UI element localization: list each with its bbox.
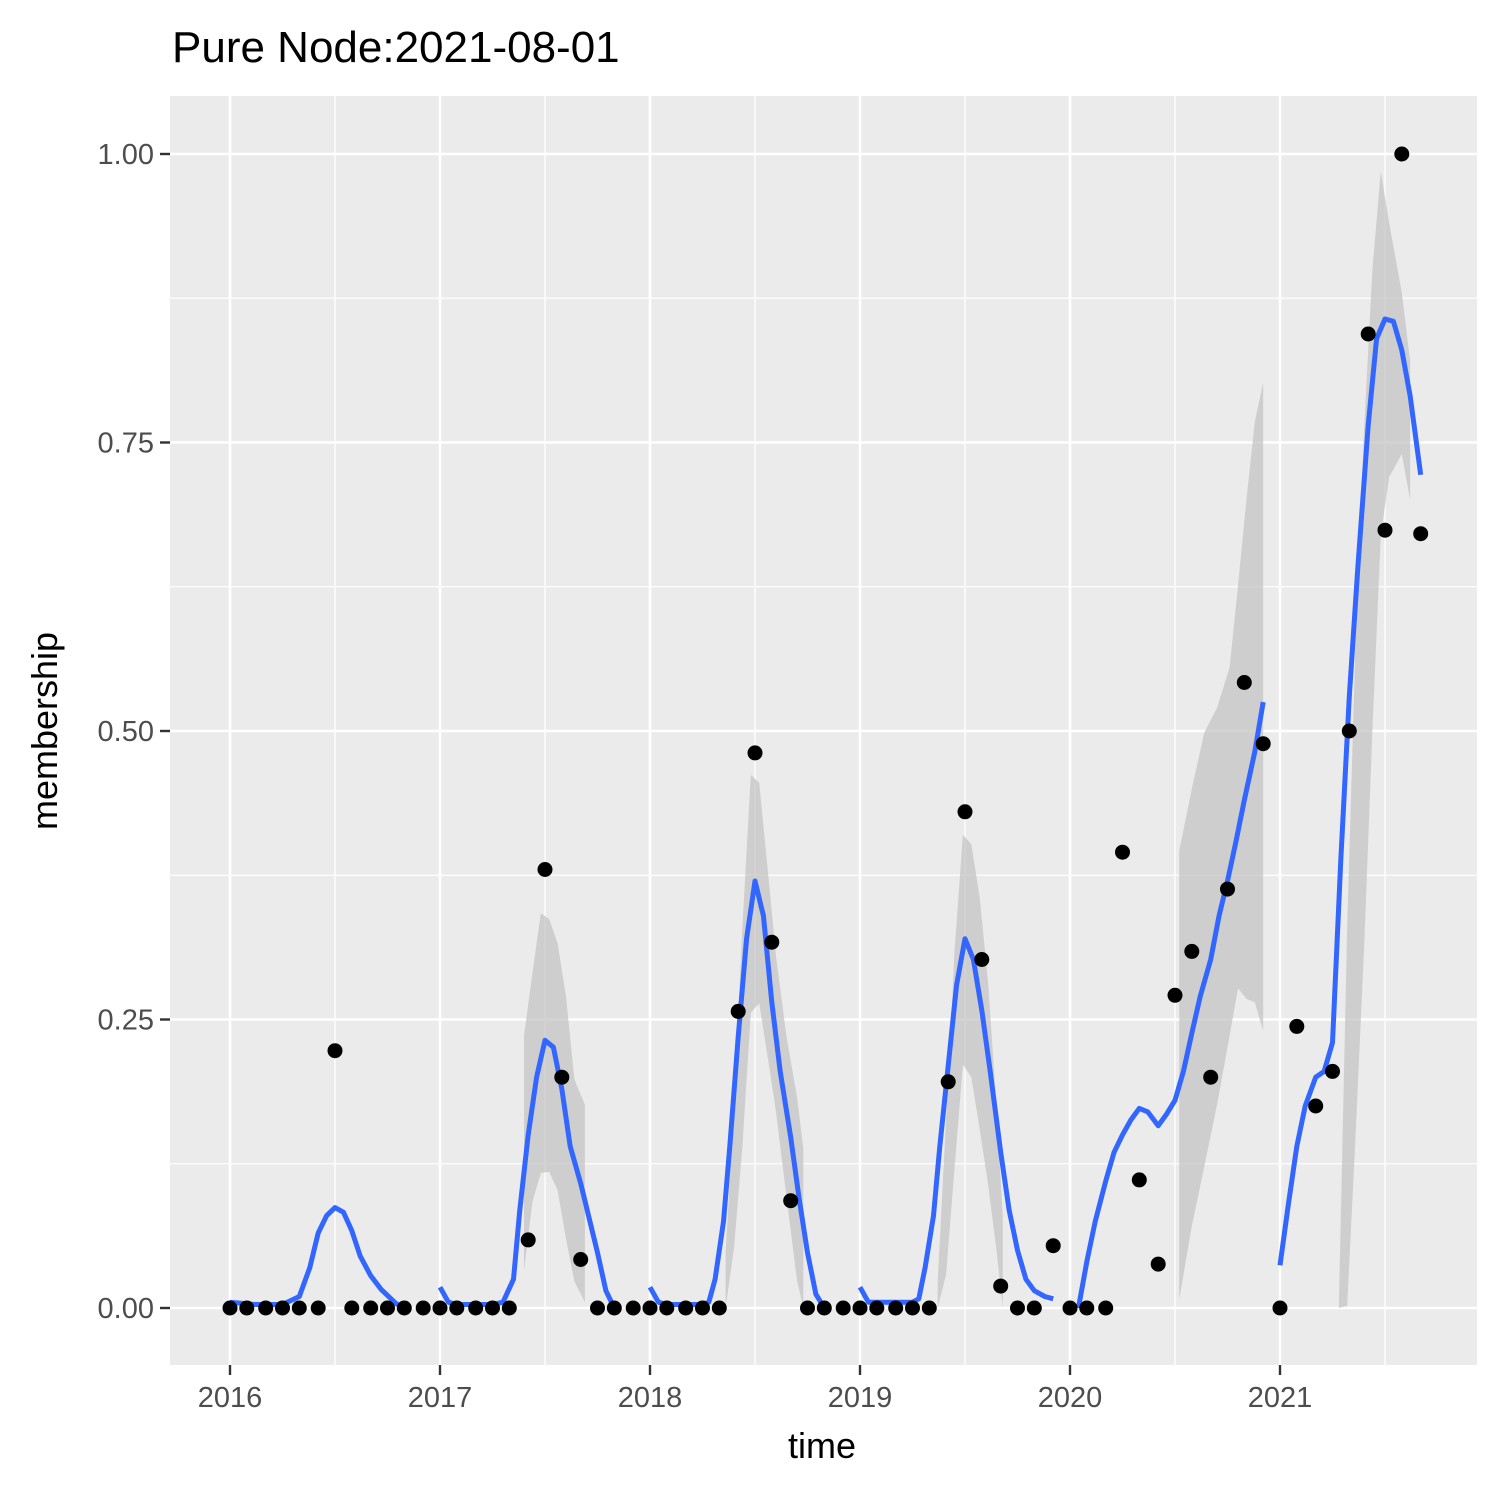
data-point [344, 1300, 360, 1316]
data-point [363, 1300, 379, 1316]
data-point [1010, 1300, 1025, 1316]
data-point [327, 1043, 343, 1059]
data-point [783, 1193, 799, 1209]
data-point [1272, 1300, 1288, 1316]
data-point [396, 1300, 412, 1316]
data-point [711, 1300, 727, 1316]
data-point [1308, 1098, 1324, 1114]
data-point [485, 1300, 500, 1316]
x-tick-label: 2016 [198, 1382, 263, 1414]
smooth-line [229, 1205, 406, 1311]
data-point [291, 1300, 307, 1316]
data-point [275, 1300, 290, 1316]
data-point [869, 1300, 885, 1316]
data-point [747, 745, 763, 761]
data-point [921, 1300, 937, 1316]
smooth-line [1075, 701, 1266, 1309]
data-point [1062, 1300, 1078, 1316]
data-point [1115, 844, 1130, 860]
data-point [449, 1300, 465, 1316]
data-point [1289, 1018, 1305, 1034]
data-point [1045, 1238, 1061, 1254]
confidence-ribbons [524, 171, 1411, 1308]
x-tick-label: 2019 [828, 1382, 893, 1414]
data-point [380, 1300, 395, 1316]
data-point [695, 1300, 710, 1316]
x-tick-label: 2020 [1038, 1382, 1103, 1414]
data-point [1413, 526, 1429, 542]
data-point [468, 1300, 484, 1316]
confidence-ribbon [1179, 382, 1264, 1300]
confidence-ribbon [937, 834, 1003, 1308]
y-axis: 0.00 0.25 0.50 0.75 1.00 [98, 139, 170, 1325]
y-tick-label: 0.50 [98, 716, 154, 748]
data-point [1026, 1300, 1042, 1316]
y-tick-label: 0.00 [98, 1293, 154, 1325]
data-point [852, 1300, 868, 1316]
data-point [573, 1252, 589, 1267]
data-point [1079, 1300, 1095, 1316]
data-point [239, 1300, 255, 1316]
y-tick-label: 0.75 [98, 428, 154, 460]
data-point [835, 1300, 851, 1316]
smooth-line [857, 936, 1054, 1305]
data-point [415, 1300, 431, 1316]
data-point [554, 1069, 570, 1085]
data-point [1394, 146, 1410, 162]
data-point [800, 1300, 815, 1316]
data-point [606, 1300, 622, 1316]
data-point [974, 952, 990, 967]
data-point [1360, 326, 1376, 342]
data-point [659, 1300, 675, 1316]
data-point [905, 1300, 920, 1316]
data-point [816, 1300, 832, 1316]
data-point [1184, 943, 1200, 959]
data-point [258, 1300, 274, 1316]
data-point [993, 1278, 1009, 1294]
data-point [730, 1003, 746, 1019]
data-point [1167, 987, 1183, 1003]
data-point [1203, 1069, 1219, 1085]
data-point [1131, 1172, 1147, 1188]
smooth-line [1277, 316, 1424, 1266]
data-point [1220, 881, 1235, 897]
data-point [1098, 1300, 1114, 1316]
data-points [222, 146, 1429, 1316]
chart-title: Pure Node:2021-08-01 [172, 23, 620, 72]
data-point [888, 1300, 904, 1316]
data-point [957, 804, 973, 820]
data-point [642, 1300, 658, 1316]
data-point [1150, 1256, 1166, 1272]
x-tick-label: 2017 [408, 1382, 473, 1414]
data-point [1325, 1063, 1340, 1079]
y-tick-label: 0.25 [98, 1005, 154, 1037]
data-point [222, 1300, 238, 1316]
data-point [501, 1300, 517, 1316]
x-axis-title: time [788, 1425, 856, 1466]
data-point [764, 934, 780, 950]
data-point [432, 1300, 448, 1316]
data-point [590, 1300, 605, 1316]
data-point [1255, 736, 1271, 752]
data-point [678, 1300, 694, 1316]
x-tick-label: 2021 [1248, 1382, 1313, 1414]
confidence-ribbon [725, 774, 804, 1308]
y-axis-title: membership [24, 632, 65, 830]
data-point [1377, 522, 1393, 538]
data-point [1236, 675, 1252, 690]
data-point [1341, 723, 1357, 739]
confidence-ribbon [524, 913, 585, 1303]
y-tick-label: 1.00 [98, 139, 154, 171]
data-point [625, 1300, 641, 1316]
confidence-ribbon [1338, 171, 1411, 1308]
data-point [537, 862, 553, 877]
data-point [520, 1232, 536, 1248]
data-point [940, 1074, 956, 1090]
data-point [310, 1300, 326, 1316]
x-tick-label: 2018 [618, 1382, 683, 1414]
x-axis: 2016 2017 2018 2019 2020 2021 [198, 1365, 1313, 1414]
